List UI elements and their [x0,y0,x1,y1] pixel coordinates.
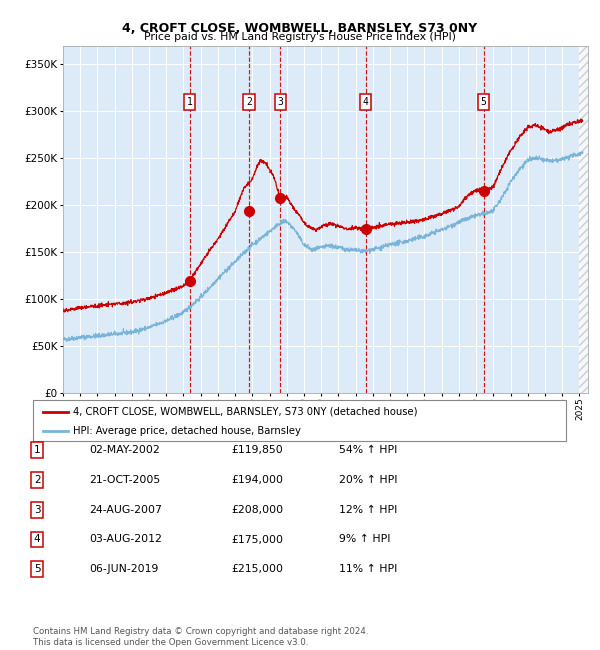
FancyBboxPatch shape [33,400,566,441]
Text: 1: 1 [34,445,41,455]
Text: 03-AUG-2012: 03-AUG-2012 [89,534,161,545]
Text: £119,850: £119,850 [231,445,283,455]
Text: HPI: Average price, detached house, Barnsley: HPI: Average price, detached house, Barn… [73,426,301,436]
Text: 5: 5 [34,564,41,575]
Text: 4: 4 [34,534,41,545]
Text: 54% ↑ HPI: 54% ↑ HPI [339,445,397,455]
Text: £208,000: £208,000 [231,504,283,515]
Text: 4, CROFT CLOSE, WOMBWELL, BARNSLEY, S73 0NY: 4, CROFT CLOSE, WOMBWELL, BARNSLEY, S73 … [122,21,478,34]
Text: 4: 4 [363,97,369,107]
Text: 20% ↑ HPI: 20% ↑ HPI [339,474,397,485]
Text: £175,000: £175,000 [231,534,283,545]
Text: Price paid vs. HM Land Registry's House Price Index (HPI): Price paid vs. HM Land Registry's House … [144,32,456,42]
Text: Contains HM Land Registry data © Crown copyright and database right 2024.
This d: Contains HM Land Registry data © Crown c… [33,627,368,647]
Text: 11% ↑ HPI: 11% ↑ HPI [339,564,397,575]
Text: 3: 3 [34,504,41,515]
Text: 2: 2 [246,97,252,107]
Text: £215,000: £215,000 [231,564,283,575]
Text: 24-AUG-2007: 24-AUG-2007 [89,504,161,515]
Text: 02-MAY-2002: 02-MAY-2002 [89,445,160,455]
Text: 3: 3 [277,97,283,107]
Text: 1: 1 [187,97,193,107]
Text: 5: 5 [481,97,487,107]
Text: 9% ↑ HPI: 9% ↑ HPI [339,534,391,545]
Text: 12% ↑ HPI: 12% ↑ HPI [339,504,397,515]
Text: 06-JUN-2019: 06-JUN-2019 [89,564,158,575]
Text: 4, CROFT CLOSE, WOMBWELL, BARNSLEY, S73 0NY (detached house): 4, CROFT CLOSE, WOMBWELL, BARNSLEY, S73 … [73,407,418,417]
Text: £194,000: £194,000 [231,474,283,485]
Text: 2: 2 [34,474,41,485]
Text: 21-OCT-2005: 21-OCT-2005 [89,474,160,485]
